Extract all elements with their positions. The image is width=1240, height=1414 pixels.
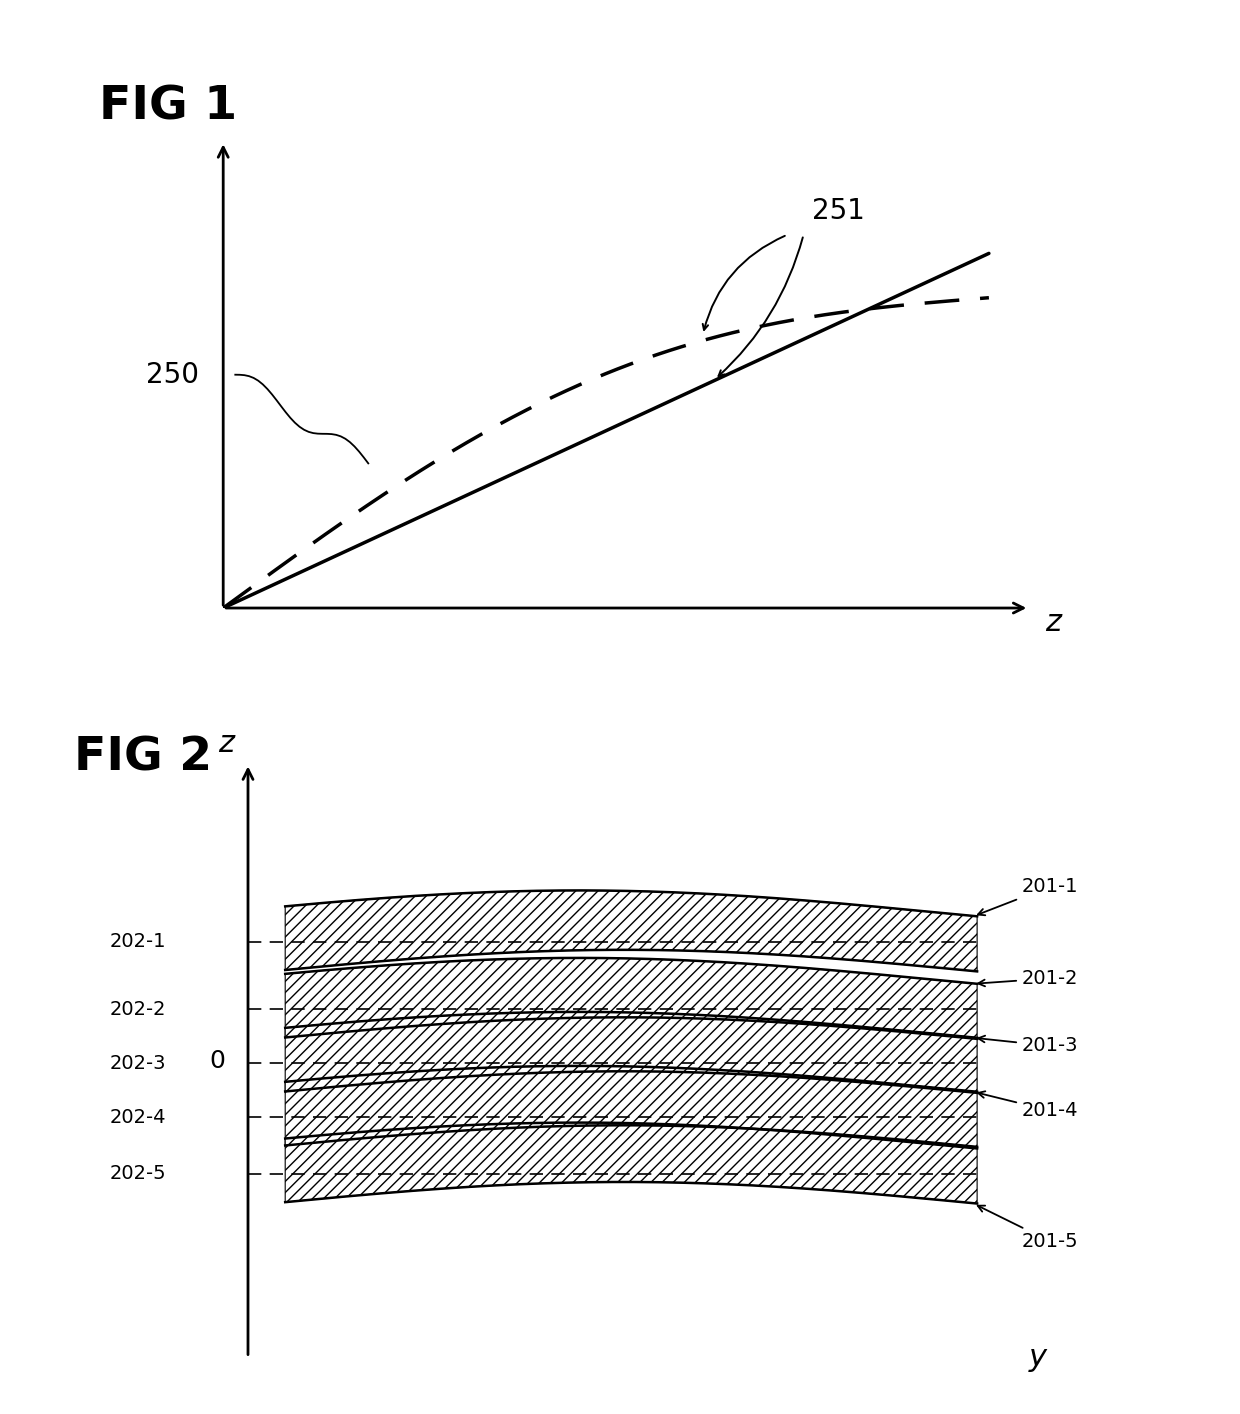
Text: 202-2: 202-2: [109, 1000, 166, 1018]
Text: 201-1: 201-1: [978, 877, 1079, 915]
Text: 202-3: 202-3: [109, 1053, 166, 1073]
Text: z: z: [1045, 608, 1061, 636]
Text: 0: 0: [210, 1049, 226, 1072]
Text: z: z: [218, 730, 233, 758]
Text: 201-5: 201-5: [977, 1206, 1079, 1251]
Text: 202-5: 202-5: [109, 1164, 166, 1184]
Text: y: y: [1029, 1343, 1048, 1372]
Text: 202-1: 202-1: [109, 932, 166, 952]
Text: 251: 251: [811, 198, 864, 225]
Text: 201-2: 201-2: [978, 969, 1079, 988]
Text: FIG 1: FIG 1: [99, 85, 237, 130]
Text: 202-4: 202-4: [109, 1107, 166, 1127]
Text: FIG 2: FIG 2: [74, 735, 212, 781]
Text: 201-3: 201-3: [978, 1035, 1079, 1055]
Text: 201-4: 201-4: [978, 1092, 1079, 1120]
Text: 250: 250: [146, 361, 198, 389]
